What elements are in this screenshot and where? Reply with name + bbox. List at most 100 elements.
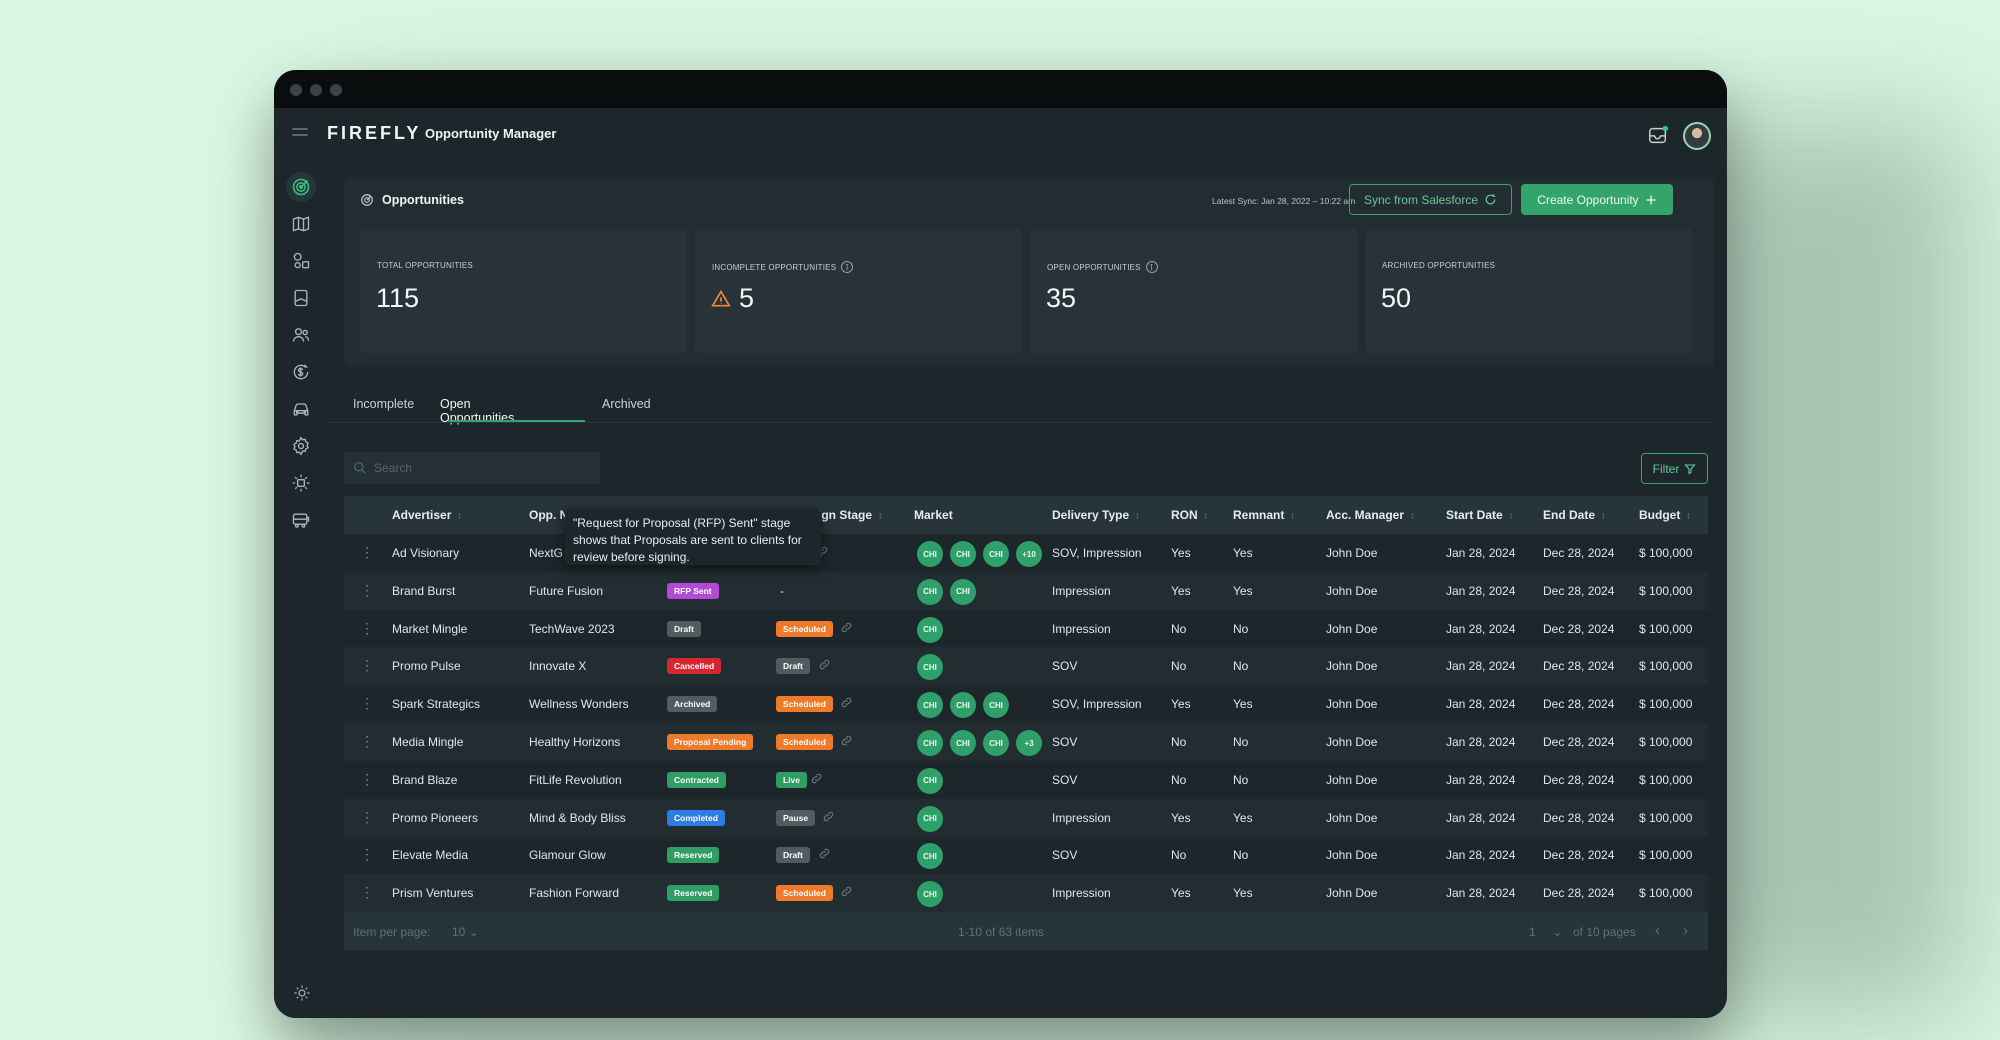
row-actions-icon[interactable]: ⋮ (360, 544, 374, 560)
sun-icon[interactable] (293, 984, 311, 1002)
search-input[interactable] (374, 452, 594, 484)
filter-button[interactable]: Filter (1641, 453, 1708, 484)
window-dot-minimize[interactable] (310, 84, 322, 96)
table-row[interactable]: ⋮ Brand Burst Future Fusion RFP Sent - CHI CHI… (344, 571, 1708, 610)
table-row[interactable]: ⋮ Brand Blaze FitLife Revolution Contracted… (344, 761, 1708, 799)
sort-icon[interactable]: ↕ (1508, 510, 1514, 520)
window-dot-close[interactable] (290, 84, 302, 96)
table-row[interactable]: ⋮ Ad Visionary NextG CHI CHI CHI +10 SOV, Impre… (344, 534, 1708, 572)
tab-incomplete[interactable]: Incomplete (353, 397, 415, 411)
bookmark-icon[interactable] (286, 283, 316, 313)
row-actions-icon[interactable]: ⋮ (360, 581, 374, 598)
cell-opportunity-name: Wellness Wonders (529, 697, 629, 712)
status-badge: Cancelled (667, 658, 722, 675)
user-avatar[interactable] (1683, 122, 1711, 150)
link-icon[interactable] (840, 621, 853, 634)
plus-icon (1646, 195, 1656, 204)
column-header-label: Budget (1639, 508, 1681, 522)
link-icon[interactable] (822, 810, 835, 823)
row-actions-icon[interactable]: ⋮ (360, 733, 374, 749)
target-icon[interactable] (286, 172, 316, 202)
tab-open-opportunities[interactable]: Open Opportunities (440, 397, 515, 425)
stat-total-opportunities: TOTAL OPPORTUNITIES 115 (360, 229, 687, 353)
cell-ron: Yes (1171, 546, 1191, 560)
row-actions-icon[interactable]: ⋮ (360, 884, 374, 901)
link-icon[interactable] (818, 847, 831, 860)
menu-icon[interactable] (292, 128, 308, 140)
brightness-icon[interactable] (286, 468, 316, 498)
car-icon[interactable] (286, 394, 316, 424)
table-row[interactable]: ⋮ Market Mingle TechWave 2023 Draft Schedule… (344, 610, 1708, 648)
window-dot-maximize[interactable] (330, 84, 342, 96)
dollar-refresh-icon[interactable] (286, 357, 316, 387)
sort-icon[interactable]: ↕ (1601, 510, 1606, 520)
market-more-chip[interactable]: +3 (1016, 730, 1042, 756)
cell-remnant: No (1233, 621, 1249, 636)
column-header-advertiser[interactable]: Advertiser ↕ (392, 508, 462, 522)
link-icon[interactable] (840, 696, 853, 709)
create-opportunity-button[interactable]: Create Opportunity (1521, 184, 1673, 215)
row-actions-icon[interactable]: ⋮ (360, 846, 374, 863)
settings-gear-icon[interactable] (286, 431, 316, 461)
cell-start-date: Jan 28, 2024 (1446, 621, 1516, 636)
info-icon[interactable]: i (1145, 261, 1158, 273)
column-header-delivery-type[interactable]: Delivery Type ↕ (1052, 508, 1140, 522)
table-row[interactable]: ⋮ Promo Pulse Innovate X Cancelled Draft CHI S… (344, 647, 1708, 686)
row-actions-icon[interactable]: ⋮ (360, 695, 374, 712)
info-icon[interactable]: i (841, 261, 854, 273)
column-header-remnant[interactable]: Remnant ↕ (1233, 508, 1295, 522)
table-row[interactable]: ⋮ Elevate Media Glamour Glow Reserved Draft C… (344, 836, 1708, 874)
market-chip: CHI (917, 881, 943, 908)
items-per-page-select[interactable]: 10 ⌄ (452, 925, 479, 939)
table-row[interactable]: ⋮ Promo Pioneers Mind & Body Bliss Complete… (344, 798, 1708, 837)
row-actions-icon[interactable]: ⋮ (360, 770, 374, 787)
sort-icon[interactable]: ↕ (457, 510, 462, 520)
cell-budget: $ 100,000 (1639, 583, 1693, 598)
row-actions-icon[interactable]: ⋮ (360, 808, 374, 825)
link-icon[interactable] (840, 885, 853, 898)
market-chip: CHI (917, 541, 943, 567)
bus-icon[interactable] (286, 505, 316, 535)
table-row[interactable]: ⋮ Spark Strategics Wellness Wonders Archive… (344, 685, 1708, 723)
users-icon[interactable] (286, 320, 316, 350)
table-row[interactable]: ⋮ Prism Ventures Fashion Forward Reserved Sc… (344, 874, 1708, 913)
column-header-stage[interactable]: ign Stage ↕ (818, 508, 883, 522)
sort-icon[interactable]: ↕ (1410, 510, 1415, 520)
table-row[interactable]: ⋮ Media Mingle Healthy Horizons Proposal Pe… (344, 723, 1708, 761)
column-header-start-date[interactable]: Start Date ↕ (1446, 508, 1513, 522)
market-chip: CHI (917, 654, 943, 681)
tab-archived[interactable]: Archived (602, 397, 651, 411)
cell-start-date: Jan 28, 2024 (1446, 886, 1516, 901)
map-icon[interactable] (286, 209, 316, 239)
items-per-page-value: 10 (452, 925, 466, 939)
sync-salesforce-button[interactable]: Sync from Salesforce (1349, 184, 1512, 215)
market-more-chip[interactable]: +10 (1016, 541, 1042, 567)
sort-icon[interactable]: ↕ (1686, 510, 1691, 520)
column-header-budget[interactable]: Budget ↕ (1639, 508, 1691, 522)
sort-icon[interactable]: ↕ (1135, 510, 1140, 520)
link-icon[interactable] (818, 658, 831, 671)
link-icon[interactable] (840, 734, 853, 747)
sort-icon[interactable]: ↕ (1203, 510, 1209, 520)
row-actions-icon[interactable]: ⋮ (360, 619, 374, 636)
column-header-label: RON (1171, 508, 1198, 522)
column-header-account-manager[interactable]: Acc. Manager ↕ (1326, 508, 1415, 522)
page-select[interactable]: 1 ⌄ (1529, 925, 1562, 939)
stat-value: 35 (1046, 283, 1076, 314)
prev-page-icon[interactable]: ‹ (1655, 922, 1660, 939)
sort-icon[interactable]: ↕ (1290, 510, 1295, 520)
column-header-market[interactable]: Market (914, 508, 953, 522)
shapes-icon[interactable] (286, 246, 316, 276)
next-page-icon[interactable]: › (1683, 922, 1688, 939)
cell-start-date: Jan 28, 2024 (1446, 659, 1516, 674)
notification-inbox-icon[interactable] (1647, 124, 1669, 146)
sort-icon[interactable]: ↕ (878, 510, 883, 520)
link-icon[interactable] (810, 772, 823, 785)
chevron-down-icon: ⌄ (1552, 925, 1563, 939)
column-header-ron[interactable]: RON ↕ (1171, 508, 1208, 522)
column-header-opportunity[interactable]: Opp. N (529, 508, 568, 522)
cell-opportunity-name: Mind & Body Bliss (529, 810, 626, 825)
market-chip: CHI (917, 730, 943, 756)
column-header-end-date[interactable]: End Date ↕ (1543, 508, 1606, 522)
row-actions-icon[interactable]: ⋮ (360, 657, 374, 674)
